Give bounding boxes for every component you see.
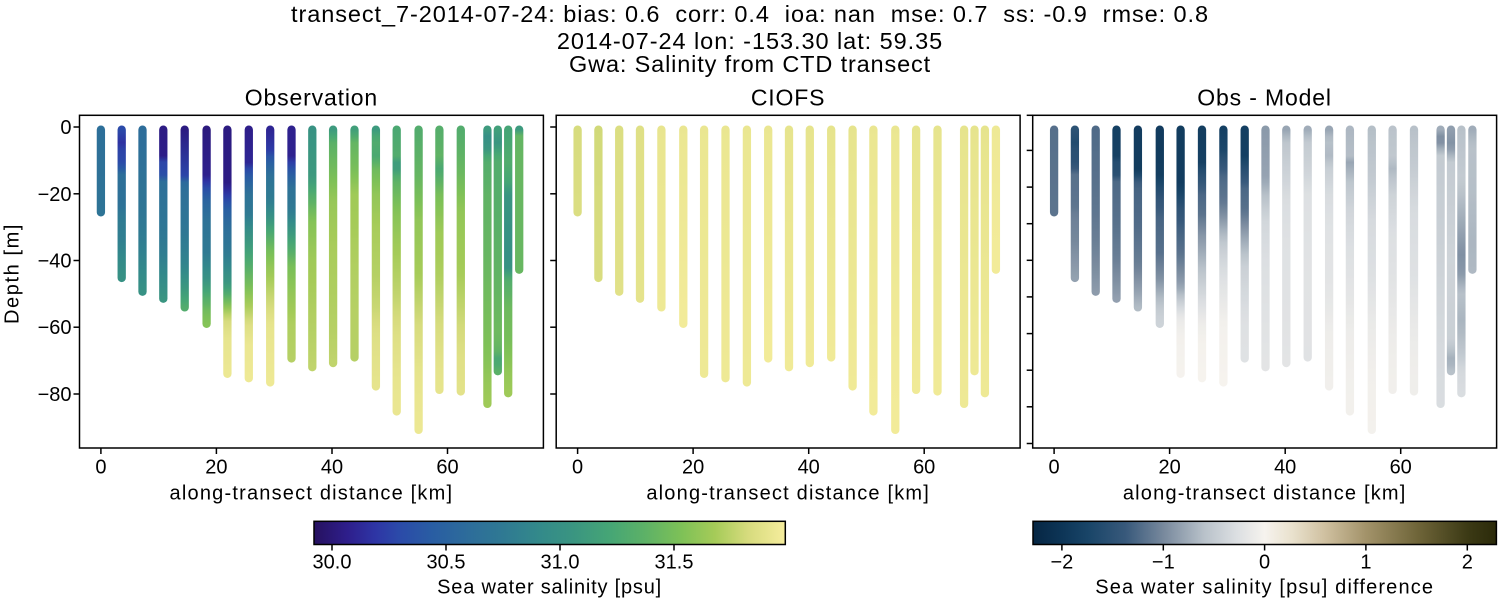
- svg-text:Gwa: Salinity from CTD transec: Gwa: Salinity from CTD transect: [569, 51, 931, 77]
- svg-text:20: 20: [205, 457, 227, 479]
- svg-text:60: 60: [913, 457, 935, 479]
- svg-text:CIOFS: CIOFS: [751, 85, 826, 111]
- svg-text:transect_7-2014-07-24: bias: 0: transect_7-2014-07-24: bias: 0.6 corr: 0…: [291, 1, 1209, 27]
- svg-text:20: 20: [1158, 457, 1180, 479]
- svg-text:0: 0: [1259, 552, 1270, 574]
- svg-text:2: 2: [1462, 552, 1473, 574]
- svg-text:along-transect distance [km]: along-transect distance [km]: [1123, 483, 1407, 505]
- svg-text:60: 60: [436, 457, 458, 479]
- svg-text:0: 0: [1049, 457, 1060, 479]
- svg-text:−1: −1: [1152, 552, 1175, 574]
- svg-text:1: 1: [1360, 552, 1371, 574]
- svg-text:−20: −20: [38, 184, 72, 206]
- svg-text:−40: −40: [38, 251, 72, 273]
- svg-text:31.5: 31.5: [655, 552, 694, 574]
- svg-text:Sea water salinity [psu] diffe: Sea water salinity [psu] difference: [1095, 577, 1434, 599]
- svg-text:20: 20: [682, 457, 704, 479]
- svg-text:40: 40: [1274, 457, 1296, 479]
- svg-text:Depth [m]: Depth [m]: [2, 223, 24, 324]
- svg-text:−60: −60: [38, 317, 72, 339]
- svg-text:0: 0: [572, 457, 583, 479]
- svg-text:0: 0: [95, 457, 106, 479]
- svg-text:40: 40: [321, 457, 343, 479]
- svg-text:along-transect distance [km]: along-transect distance [km]: [170, 483, 454, 505]
- svg-text:30.0: 30.0: [313, 552, 352, 574]
- svg-text:Obs - Model: Obs - Model: [1197, 85, 1332, 111]
- svg-text:−2: −2: [1050, 552, 1073, 574]
- svg-text:2014-07-24 lon: -153.30 lat: 5: 2014-07-24 lon: -153.30 lat: 59.35: [557, 28, 943, 54]
- svg-text:−80: −80: [38, 384, 72, 406]
- svg-text:30.5: 30.5: [427, 552, 466, 574]
- svg-text:Sea water salinity [psu]: Sea water salinity [psu]: [437, 577, 662, 599]
- svg-text:along-transect distance [km]: along-transect distance [km]: [646, 483, 930, 505]
- svg-text:60: 60: [1390, 457, 1412, 479]
- svg-text:Observation: Observation: [245, 85, 378, 111]
- svg-text:31.0: 31.0: [541, 552, 580, 574]
- svg-text:0: 0: [60, 117, 71, 139]
- svg-text:40: 40: [798, 457, 820, 479]
